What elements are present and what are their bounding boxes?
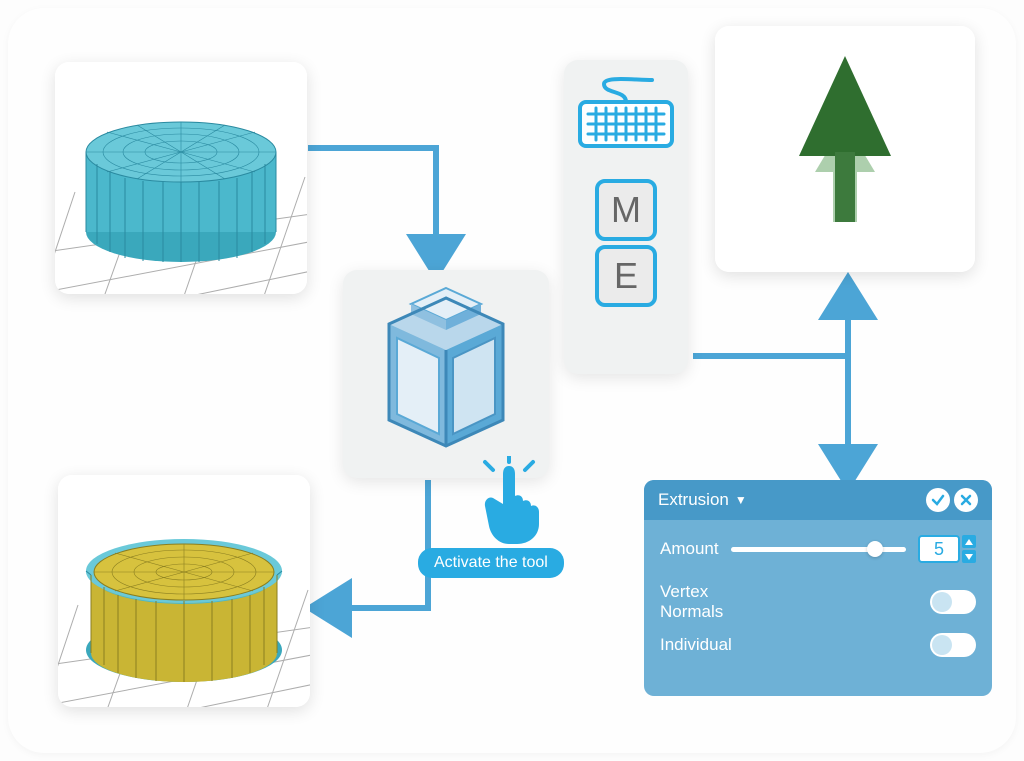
key-e-label: E xyxy=(614,255,638,297)
panel-input-cylinder xyxy=(55,62,307,294)
extrusion-header[interactable]: Extrusion ▼ xyxy=(644,480,992,520)
pointer-hand-icon xyxy=(473,456,553,546)
vertex-normals-row: Vertex Normals xyxy=(660,582,976,621)
amount-slider-thumb[interactable] xyxy=(867,541,883,557)
amount-slider[interactable] xyxy=(731,547,906,552)
normals-label: Normals xyxy=(660,602,723,622)
key-e: E xyxy=(595,245,657,307)
toggle-knob xyxy=(932,592,952,612)
amount-value-text: 5 xyxy=(934,539,944,560)
cylinder-input-render xyxy=(55,62,307,294)
vertex-label: Vertex xyxy=(660,582,723,602)
panel-output-cylinder xyxy=(58,475,310,707)
cylinder-output-render xyxy=(58,475,310,707)
key-m-label: M xyxy=(611,189,641,231)
amount-spinner-down[interactable] xyxy=(962,550,976,563)
collapse-icon[interactable]: ▼ xyxy=(735,493,747,507)
confirm-button[interactable] xyxy=(926,488,950,512)
panel-extrude-tool[interactable] xyxy=(343,270,549,478)
panel-keyboard-shortcut: M E xyxy=(564,60,688,374)
individual-toggle[interactable] xyxy=(930,633,976,657)
individual-row: Individual xyxy=(660,633,976,657)
amount-row: Amount 5 xyxy=(660,534,976,564)
up-arrow-gizmo-icon xyxy=(715,26,975,272)
amount-spinner-up[interactable] xyxy=(962,535,976,548)
individual-label: Individual xyxy=(660,635,732,655)
tooltip-label: Activate the tool xyxy=(434,554,548,571)
extrude-tool-icon xyxy=(343,270,549,478)
key-m: M xyxy=(595,179,657,241)
vertex-normals-toggle[interactable] xyxy=(930,590,976,614)
diagram-canvas: Activate the tool xyxy=(8,8,1016,753)
extrusion-settings-panel[interactable]: Extrusion ▼ Amount 5 xyxy=(644,480,992,696)
amount-label: Amount xyxy=(660,539,719,559)
amount-spinner[interactable] xyxy=(962,534,976,564)
amount-value[interactable]: 5 xyxy=(918,535,960,563)
toggle-knob xyxy=(932,635,952,655)
panel-gizmo xyxy=(715,26,975,272)
keyboard-icon xyxy=(574,72,678,152)
close-button[interactable] xyxy=(954,488,978,512)
extrusion-title: Extrusion xyxy=(658,490,729,510)
tooltip-activate-tool: Activate the tool xyxy=(418,548,564,578)
